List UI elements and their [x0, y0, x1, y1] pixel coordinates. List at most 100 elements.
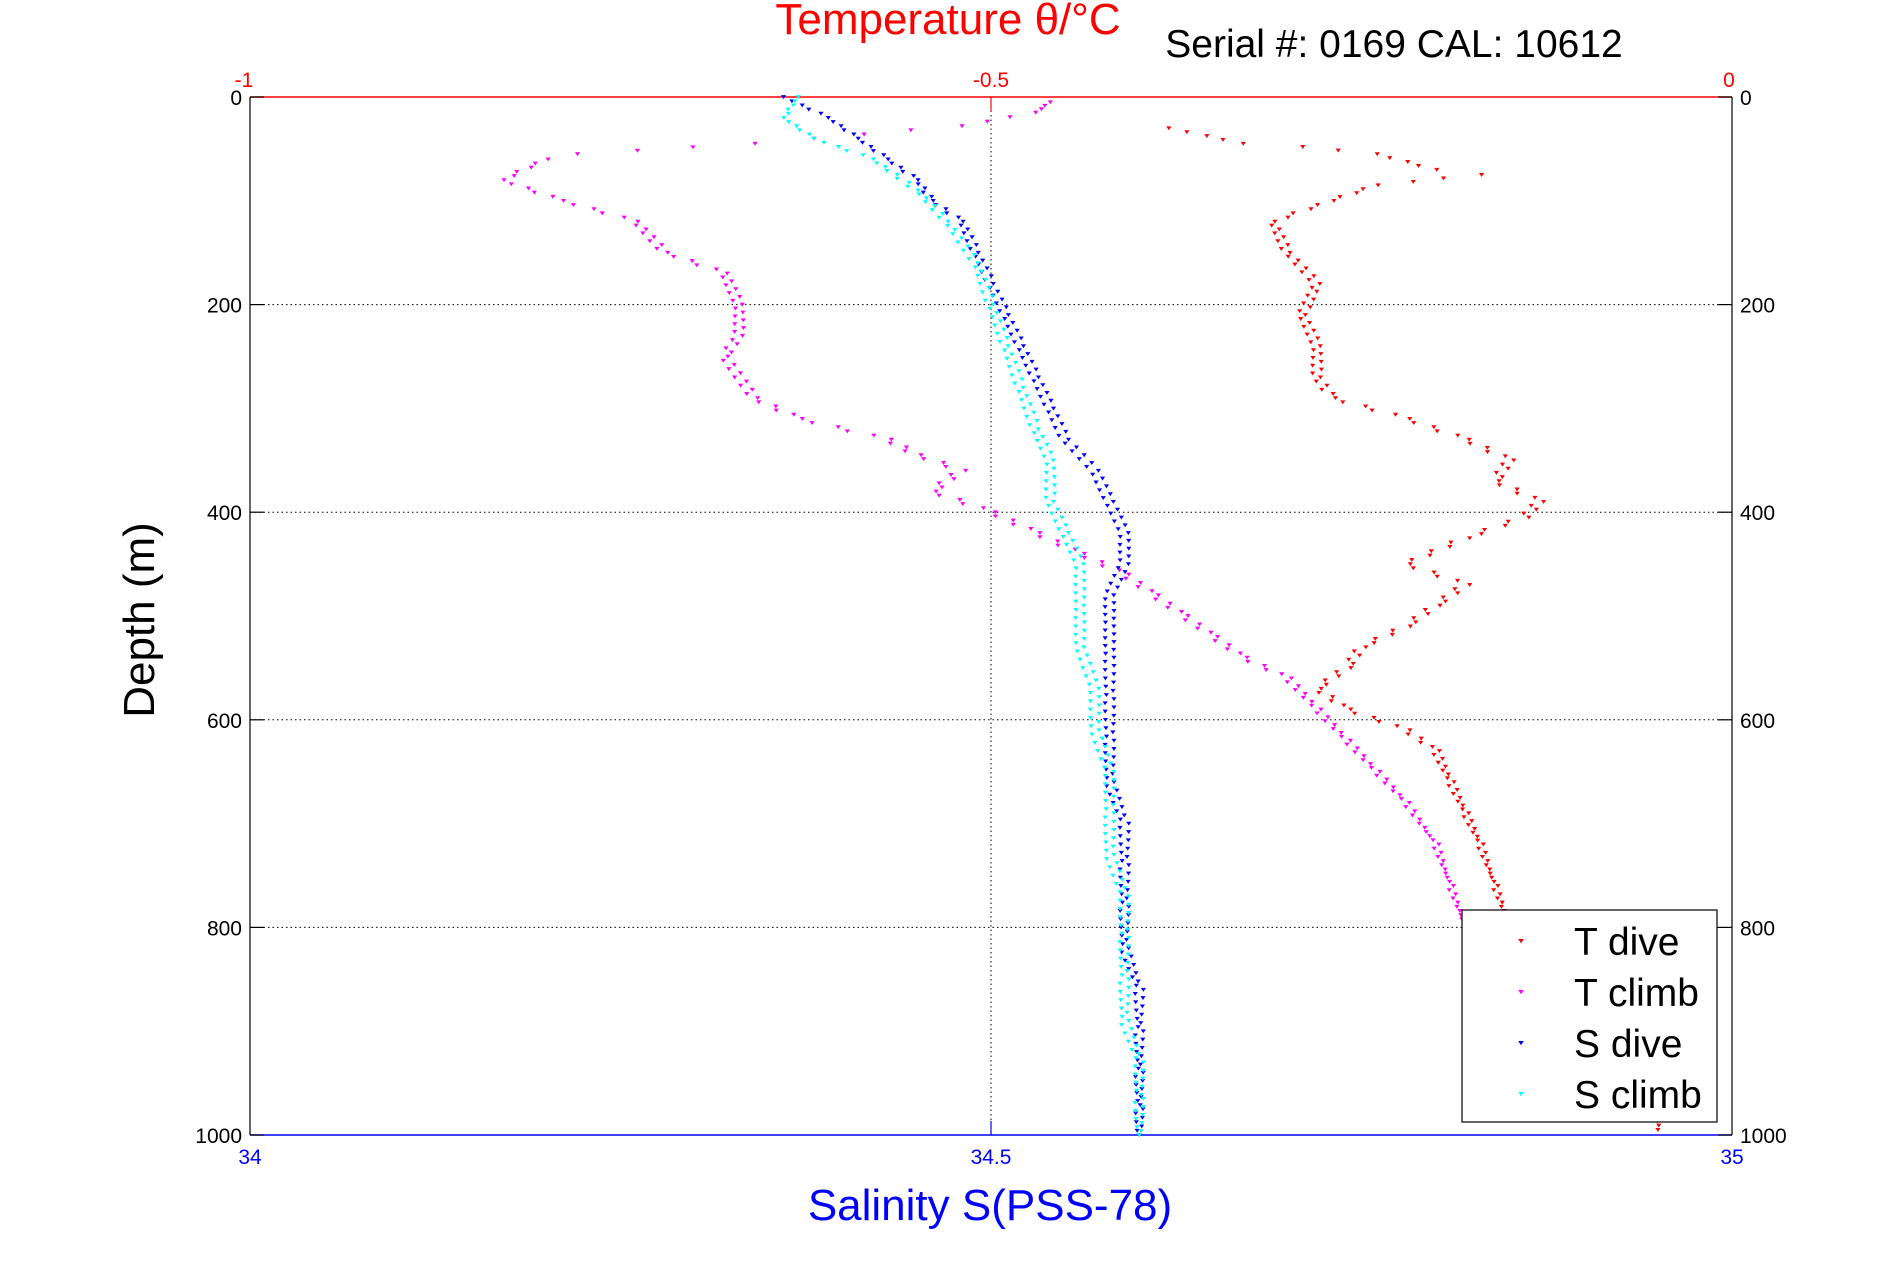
data-point [1334, 670, 1340, 675]
data-point [1001, 327, 1007, 332]
data-point [1089, 732, 1095, 737]
data-point [1102, 790, 1108, 795]
data-point [1103, 798, 1109, 803]
data-point [514, 169, 520, 174]
data-point [1048, 450, 1054, 455]
data-point [1454, 904, 1460, 909]
data-point [1111, 672, 1117, 677]
data-point [1245, 659, 1251, 664]
data-point [1140, 1107, 1146, 1112]
data-point [1317, 344, 1323, 349]
data-point [1128, 954, 1134, 959]
data-point [1117, 869, 1123, 874]
data-point [1055, 414, 1061, 419]
data-point [689, 259, 695, 264]
data-point [1070, 538, 1076, 543]
data-point [796, 128, 803, 133]
data-point [1004, 356, 1010, 361]
data-point [1133, 971, 1139, 976]
data-point [1121, 813, 1127, 818]
data-point [739, 333, 746, 338]
data-point [982, 277, 989, 282]
data-point [1104, 589, 1110, 594]
data-point [1117, 956, 1124, 961]
data-point [1123, 938, 1130, 942]
data-point [982, 298, 988, 303]
y-tick-label-right: 400 [1740, 502, 1775, 525]
y-tick-label-right: 200 [1740, 295, 1775, 318]
data-point [1140, 1060, 1147, 1065]
data-point [940, 211, 946, 216]
data-point [1310, 348, 1317, 353]
data-point [1124, 1010, 1130, 1015]
data-point [1081, 578, 1087, 583]
data-point [720, 358, 726, 363]
data-point [992, 510, 999, 515]
data-point [1310, 355, 1316, 360]
data-point [1118, 925, 1124, 930]
data-point [1481, 528, 1488, 532]
data-point [882, 165, 888, 170]
data-point [1081, 620, 1087, 625]
data-point [1125, 921, 1131, 926]
data-point [1126, 821, 1132, 826]
data-point [1045, 410, 1052, 415]
data-point [1305, 293, 1311, 298]
data-point [1110, 836, 1117, 841]
data-point [1482, 850, 1489, 855]
data-point [945, 219, 951, 224]
data-point [860, 153, 866, 158]
data-point [844, 429, 850, 434]
data-point [1499, 475, 1505, 479]
data-point [871, 433, 877, 438]
data-point [1012, 360, 1019, 365]
data-point [1340, 400, 1346, 405]
data-point [532, 161, 538, 166]
data-point [1261, 664, 1268, 668]
data-point [1095, 749, 1101, 754]
data-point [799, 416, 805, 421]
data-point [1055, 539, 1061, 544]
data-point [1037, 535, 1043, 540]
data-point [1118, 842, 1124, 847]
data-point [1354, 191, 1360, 196]
data-point [785, 107, 791, 112]
y-tick-label-left: 200 [207, 295, 242, 318]
data-point [1410, 566, 1416, 571]
data-point [1118, 998, 1124, 1003]
data-point [1080, 666, 1086, 670]
data-point [999, 297, 1005, 302]
data-point [989, 315, 995, 320]
data-point [1405, 160, 1411, 164]
data-point [1375, 183, 1381, 188]
data-point [545, 157, 551, 162]
data-point [1026, 371, 1032, 376]
data-point [1111, 755, 1117, 760]
data-point [818, 111, 824, 116]
data-point [1140, 1029, 1146, 1034]
data-point [997, 319, 1004, 324]
data-point [659, 243, 665, 247]
data-point [1110, 763, 1116, 768]
data-point [1430, 838, 1436, 843]
data-point [1300, 695, 1306, 700]
data-point [1081, 637, 1087, 641]
data-point [1308, 703, 1315, 708]
data-point [957, 497, 963, 502]
data-point [1123, 576, 1129, 581]
data-point [1295, 258, 1301, 263]
data-point [501, 178, 507, 183]
data-point [694, 263, 700, 268]
data-point [1403, 805, 1409, 810]
data-point [1484, 446, 1490, 450]
data-point [1138, 1054, 1144, 1059]
data-point [1102, 628, 1108, 633]
data-point [1484, 450, 1491, 455]
y-tick-label-left: 1000 [195, 1125, 242, 1148]
data-point [1429, 744, 1436, 749]
data-point [1461, 815, 1467, 820]
data-point [1457, 795, 1463, 800]
data-point [1118, 850, 1124, 855]
data-point [1119, 933, 1125, 938]
data-point [1125, 531, 1131, 536]
